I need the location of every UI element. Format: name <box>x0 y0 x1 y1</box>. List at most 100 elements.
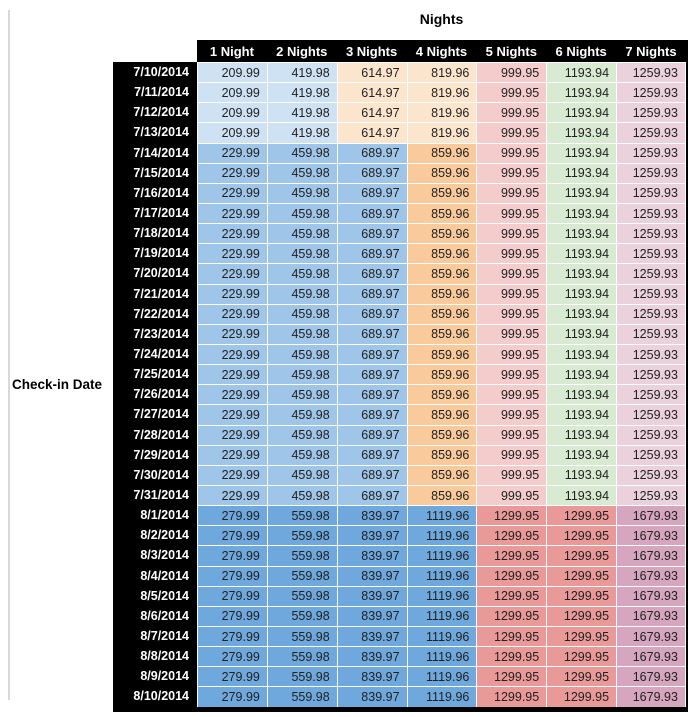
price-cell[interactable]: 839.97 <box>336 525 407 546</box>
price-cell[interactable]: 689.97 <box>336 343 407 365</box>
price-cell[interactable]: 1193.94 <box>546 263 617 284</box>
price-cell[interactable]: 229.99 <box>197 263 267 284</box>
price-cell[interactable]: 1193.94 <box>546 243 617 264</box>
date-cell[interactable]: 7/24/2014 <box>113 343 197 365</box>
price-cell[interactable]: 559.98 <box>266 565 337 586</box>
price-cell[interactable]: 279.99 <box>197 585 267 606</box>
date-cell[interactable]: 7/14/2014 <box>113 142 197 163</box>
date-cell[interactable]: 7/22/2014 <box>113 303 197 324</box>
price-cell[interactable]: 279.99 <box>197 625 267 647</box>
price-cell[interactable]: 459.98 <box>266 243 337 264</box>
date-cell[interactable]: 7/15/2014 <box>113 162 197 183</box>
price-cell[interactable]: 689.97 <box>336 202 407 224</box>
price-cell[interactable]: 1259.93 <box>616 464 686 485</box>
date-cell[interactable]: 7/20/2014 <box>113 263 197 284</box>
price-cell[interactable]: 689.97 <box>336 263 407 284</box>
price-cell[interactable]: 229.99 <box>197 424 267 445</box>
price-cell[interactable]: 1259.93 <box>616 323 686 344</box>
price-cell[interactable]: 999.95 <box>476 82 547 103</box>
price-cell[interactable]: 459.98 <box>266 444 337 465</box>
price-cell[interactable]: 459.98 <box>266 484 337 506</box>
price-cell[interactable]: 1299.95 <box>546 525 617 546</box>
price-cell[interactable]: 279.99 <box>197 565 267 586</box>
price-cell[interactable]: 459.98 <box>266 223 337 244</box>
price-cell[interactable]: 459.98 <box>266 323 337 344</box>
price-cell[interactable]: 559.98 <box>266 505 337 526</box>
price-cell[interactable]: 1299.95 <box>476 625 547 647</box>
price-cell[interactable]: 1259.93 <box>616 162 686 183</box>
price-cell[interactable]: 859.96 <box>406 404 477 425</box>
price-cell[interactable]: 859.96 <box>406 323 477 344</box>
price-cell[interactable]: 1193.94 <box>546 484 617 506</box>
price-cell[interactable]: 459.98 <box>266 364 337 385</box>
price-cell[interactable]: 1193.94 <box>546 384 617 405</box>
price-cell[interactable]: 229.99 <box>197 343 267 365</box>
price-cell[interactable]: 229.99 <box>197 182 267 203</box>
price-cell[interactable]: 999.95 <box>476 62 547 83</box>
date-cell[interactable]: 8/10/2014 <box>113 686 197 707</box>
date-cell[interactable]: 8/5/2014 <box>113 585 197 606</box>
price-cell[interactable]: 279.99 <box>197 646 267 667</box>
price-cell[interactable]: 209.99 <box>197 122 267 143</box>
price-cell[interactable]: 999.95 <box>476 323 547 344</box>
date-cell[interactable]: 7/17/2014 <box>113 202 197 224</box>
price-cell[interactable]: 999.95 <box>476 384 547 405</box>
price-cell[interactable]: 1259.93 <box>616 424 686 445</box>
price-cell[interactable]: 999.95 <box>476 424 547 445</box>
price-cell[interactable]: 1299.95 <box>546 565 617 586</box>
price-cell[interactable]: 689.97 <box>336 303 407 324</box>
price-cell[interactable]: 1679.93 <box>616 625 686 647</box>
price-cell[interactable]: 839.97 <box>336 686 407 707</box>
price-cell[interactable]: 859.96 <box>406 182 477 203</box>
price-cell[interactable]: 459.98 <box>266 263 337 284</box>
date-cell[interactable]: 8/4/2014 <box>113 565 197 586</box>
price-cell[interactable]: 229.99 <box>197 162 267 183</box>
price-cell[interactable]: 1299.95 <box>476 585 547 606</box>
price-cell[interactable]: 1679.93 <box>616 666 686 687</box>
price-cell[interactable]: 689.97 <box>336 162 407 183</box>
price-cell[interactable]: 1259.93 <box>616 384 686 405</box>
date-cell[interactable]: 7/13/2014 <box>113 122 197 143</box>
price-cell[interactable]: 999.95 <box>476 444 547 465</box>
price-cell[interactable]: 1193.94 <box>546 464 617 485</box>
price-cell[interactable]: 229.99 <box>197 484 267 506</box>
column-header-cell[interactable]: 2 Nights <box>266 40 337 62</box>
price-cell[interactable]: 1193.94 <box>546 323 617 344</box>
price-cell[interactable]: 209.99 <box>197 62 267 83</box>
date-cell[interactable]: 7/26/2014 <box>113 384 197 405</box>
price-cell[interactable]: 999.95 <box>476 364 547 385</box>
price-cell[interactable]: 209.99 <box>197 82 267 103</box>
price-cell[interactable]: 1259.93 <box>616 343 686 365</box>
price-cell[interactable]: 859.96 <box>406 303 477 324</box>
date-cell[interactable]: 7/28/2014 <box>113 424 197 445</box>
price-cell[interactable]: 839.97 <box>336 585 407 606</box>
price-cell[interactable]: 1259.93 <box>616 283 686 304</box>
price-cell[interactable]: 859.96 <box>406 343 477 365</box>
price-cell[interactable]: 614.97 <box>336 102 407 123</box>
date-cell[interactable]: 8/2/2014 <box>113 525 197 546</box>
date-cell[interactable]: 8/1/2014 <box>113 505 197 526</box>
price-cell[interactable]: 459.98 <box>266 384 337 405</box>
date-cell[interactable]: 8/8/2014 <box>113 646 197 667</box>
price-cell[interactable]: 1119.96 <box>406 605 477 626</box>
price-cell[interactable]: 819.96 <box>406 102 477 123</box>
price-cell[interactable]: 559.98 <box>266 585 337 606</box>
price-cell[interactable]: 839.97 <box>336 666 407 687</box>
price-cell[interactable]: 999.95 <box>476 263 547 284</box>
price-cell[interactable]: 1259.93 <box>616 82 686 103</box>
date-cell[interactable]: 8/3/2014 <box>113 545 197 566</box>
price-cell[interactable]: 999.95 <box>476 464 547 485</box>
date-cell[interactable]: 7/25/2014 <box>113 364 197 385</box>
price-cell[interactable]: 1193.94 <box>546 142 617 163</box>
price-cell[interactable]: 1299.95 <box>476 686 547 707</box>
price-cell[interactable]: 1193.94 <box>546 162 617 183</box>
price-cell[interactable]: 1679.93 <box>616 525 686 546</box>
column-header-cell[interactable]: 4 Nights <box>406 40 477 62</box>
price-cell[interactable]: 1259.93 <box>616 102 686 123</box>
price-cell[interactable]: 1299.95 <box>546 625 617 647</box>
price-cell[interactable]: 1259.93 <box>616 404 686 425</box>
price-cell[interactable]: 459.98 <box>266 202 337 224</box>
price-cell[interactable]: 419.98 <box>266 122 337 143</box>
price-cell[interactable]: 229.99 <box>197 223 267 244</box>
price-cell[interactable]: 229.99 <box>197 364 267 385</box>
